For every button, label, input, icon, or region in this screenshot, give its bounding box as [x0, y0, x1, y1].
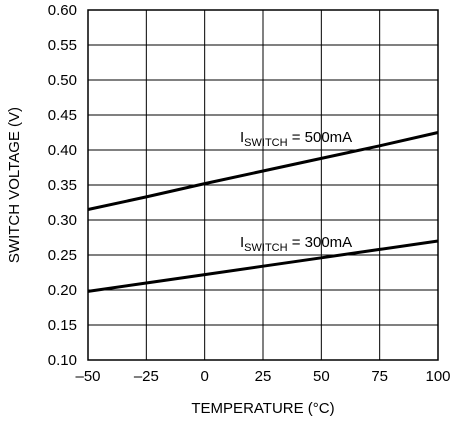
y-tick-label: 0.50 [48, 72, 77, 89]
x-tick-label: 75 [371, 368, 388, 385]
series-label-2: ISWITCH = 300mA [240, 234, 352, 254]
y-tick-label: 0.10 [48, 352, 77, 369]
y-tick-label: 0.45 [48, 107, 77, 124]
x-axis-label: TEMPERATURE (°C) [191, 400, 334, 417]
y-tick-label: 0.55 [48, 37, 77, 54]
y-tick-label: 0.15 [48, 317, 77, 334]
x-tick-label: 50 [313, 368, 330, 385]
y-tick-label: 0.25 [48, 247, 77, 264]
y-tick-labels: 0.10 0.15 0.20 0.25 0.30 0.35 0.40 0.45 0.50 0.55… [48, 2, 77, 369]
y-axis-label: SWITCH VOLTAGE (V) [6, 107, 23, 263]
y-tick-label: 0.20 [48, 282, 77, 299]
grid [88, 10, 438, 360]
y-tick-label: 0.35 [48, 177, 77, 194]
plot-frame [87, 9, 439, 361]
series-line-2 [87, 239, 439, 293]
x-tick-label: 25 [255, 368, 272, 385]
y-tick-label: 0.30 [48, 212, 77, 229]
y-tick-label: 0.40 [48, 142, 77, 159]
x-tick-label: –50 [75, 368, 100, 385]
x-tick-label: 100 [425, 368, 450, 385]
curves: ISWITCH = 500mA ISWITCH = 300mA [87, 129, 439, 293]
series-line-1 [87, 131, 439, 211]
series-label-1: ISWITCH = 500mA [240, 129, 352, 149]
x-tick-label: 0 [200, 368, 208, 385]
x-tick-labels: –50 –25 0 25 50 75 100 [75, 368, 450, 385]
x-tick-label: –25 [134, 368, 159, 385]
y-tick-label: 0.60 [48, 2, 77, 19]
